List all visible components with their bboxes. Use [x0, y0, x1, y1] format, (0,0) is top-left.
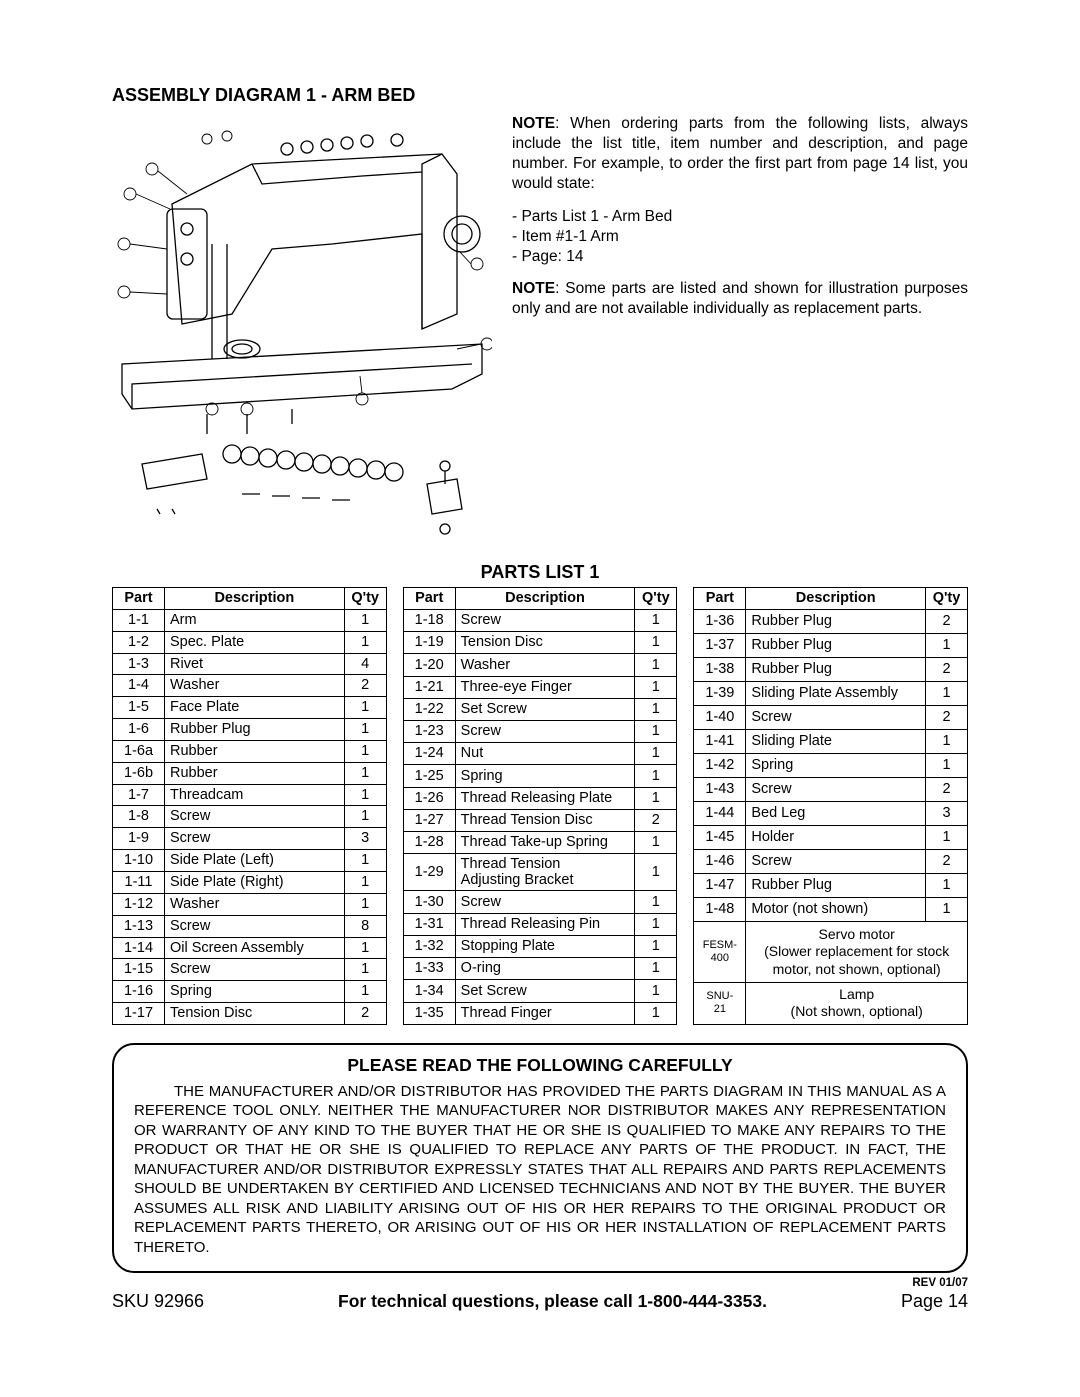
table-row: 1-29Thread Tension Adjusting Bracket1: [403, 854, 677, 891]
table-row: 1-31Thread Releasing Pin1: [403, 913, 677, 935]
page-footer: SKU 92966 For technical questions, pleas…: [112, 1291, 968, 1312]
table-row: 1-10Side Plate (Left)1: [113, 850, 387, 872]
note-2: NOTE: Some parts are listed and shown fo…: [512, 279, 968, 319]
table-row: 1-26Thread Releasing Plate1: [403, 787, 677, 809]
warning-title: PLEASE READ THE FOLLOWING CAREFULLY: [134, 1055, 946, 1076]
top-section: NOTE: When ordering parts from the follo…: [112, 114, 968, 554]
page-title: ASSEMBLY DIAGRAM 1 - ARM BED: [112, 85, 968, 106]
warning-box: PLEASE READ THE FOLLOWING CAREFULLY THE …: [112, 1043, 968, 1274]
table-row: FESM-400Servo motor(Slower replacement f…: [694, 922, 968, 983]
table-row: 1-40Screw2: [694, 705, 968, 729]
table-row: 1-35Thread Finger1: [403, 1002, 677, 1024]
table-row: 1-14Oil Screen Assembly1: [113, 937, 387, 959]
table-row: 1-2Spec. Plate1: [113, 631, 387, 653]
table-row: 1-33O-ring1: [403, 958, 677, 980]
col-desc: Description: [746, 588, 926, 610]
table-row: 1-46Screw2: [694, 850, 968, 874]
parts-table-3: Part Description Q'ty 1-36Rubber Plug21-…: [693, 587, 968, 1025]
table-row: 1-6aRubber1: [113, 740, 387, 762]
table-row: 1-43Screw2: [694, 777, 968, 801]
table-row: 1-1Arm1: [113, 609, 387, 631]
table-row: 1-45Holder1: [694, 825, 968, 849]
table-row: 1-36Rubber Plug2: [694, 609, 968, 633]
table-row: 1-11Side Plate (Right)1: [113, 871, 387, 893]
assembly-diagram: [112, 114, 492, 554]
table-row: 1-42Spring1: [694, 753, 968, 777]
parts-table-1: Part Description Q'ty 1-1Arm11-2Spec. Pl…: [112, 587, 387, 1025]
table-row: 1-24Nut1: [403, 743, 677, 765]
col-qty: Q'ty: [344, 588, 386, 610]
table-row: 1-17Tension Disc2: [113, 1003, 387, 1025]
col-desc: Description: [455, 588, 635, 610]
table-row: 1-15Screw1: [113, 959, 387, 981]
table-row: 1-38Rubber Plug2: [694, 657, 968, 681]
table-row: 1-41Sliding Plate1: [694, 729, 968, 753]
table-row: 1-18Screw1: [403, 609, 677, 631]
table-row: 1-23Screw1: [403, 721, 677, 743]
table-row: 1-13Screw8: [113, 915, 387, 937]
table-row: 1-27Thread Tension Disc2: [403, 809, 677, 831]
table-row: 1-7Threadcam1: [113, 784, 387, 806]
table-row: 1-47Rubber Plug1: [694, 874, 968, 898]
table-row: 1-22Set Screw1: [403, 698, 677, 720]
table-row: 1-19Tension Disc1: [403, 632, 677, 654]
col-part: Part: [403, 588, 455, 610]
sku: SKU 92966: [112, 1291, 204, 1312]
table-row: 1-28Thread Take-up Spring1: [403, 832, 677, 854]
notes-column: NOTE: When ordering parts from the follo…: [512, 114, 968, 554]
table-row: 1-20Washer1: [403, 654, 677, 676]
table-row: 1-32Stopping Plate1: [403, 935, 677, 957]
table-row: 1-37Rubber Plug1: [694, 633, 968, 657]
revision: REV 01/07: [112, 1277, 968, 1289]
table-row: 1-25Spring1: [403, 765, 677, 787]
note-1: NOTE: When ordering parts from the follo…: [512, 114, 968, 195]
col-desc: Description: [165, 588, 345, 610]
page-number: Page 14: [901, 1291, 968, 1312]
col-qty: Q'ty: [926, 588, 968, 610]
col-qty: Q'ty: [635, 588, 677, 610]
table-row: 1-48Motor (not shown)1: [694, 898, 968, 922]
col-part: Part: [694, 588, 746, 610]
table-row: 1-5Face Plate1: [113, 697, 387, 719]
table-row: 1-4Washer2: [113, 675, 387, 697]
table-row: 1-16Spring1: [113, 981, 387, 1003]
note-label: NOTE: [512, 280, 555, 297]
table-row: 1-3Rivet4: [113, 653, 387, 675]
table-row: 1-9Screw3: [113, 828, 387, 850]
table-row: 1-8Screw1: [113, 806, 387, 828]
parts-table-2: Part Description Q'ty 1-18Screw11-19Tens…: [403, 587, 678, 1025]
parts-list-title: PARTS LIST 1: [112, 562, 968, 583]
table-row: 1-44Bed Leg3: [694, 801, 968, 825]
table-row: 1-6Rubber Plug1: [113, 719, 387, 741]
table-row: 1-34Set Screw1: [403, 980, 677, 1002]
support-phone: For technical questions, please call 1-8…: [338, 1291, 767, 1312]
table-row: 1-39Sliding Plate Assembly1: [694, 681, 968, 705]
table-row: 1-30Screw1: [403, 891, 677, 913]
note-1-lines: - Parts List 1 - Arm Bed- Item #1-1 Arm-…: [512, 207, 968, 267]
col-part: Part: [113, 588, 165, 610]
parts-tables: Part Description Q'ty 1-1Arm11-2Spec. Pl…: [112, 587, 968, 1025]
table-row: 1-12Washer1: [113, 893, 387, 915]
note-label: NOTE: [512, 115, 555, 132]
table-row: 1-6bRubber1: [113, 762, 387, 784]
table-row: 1-21Three-eye Finger1: [403, 676, 677, 698]
table-row: SNU-21Lamp(Not shown, optional): [694, 983, 968, 1025]
warning-text: THE MANUFACTURER AND/OR DISTRIBUTOR HAS …: [134, 1082, 946, 1258]
